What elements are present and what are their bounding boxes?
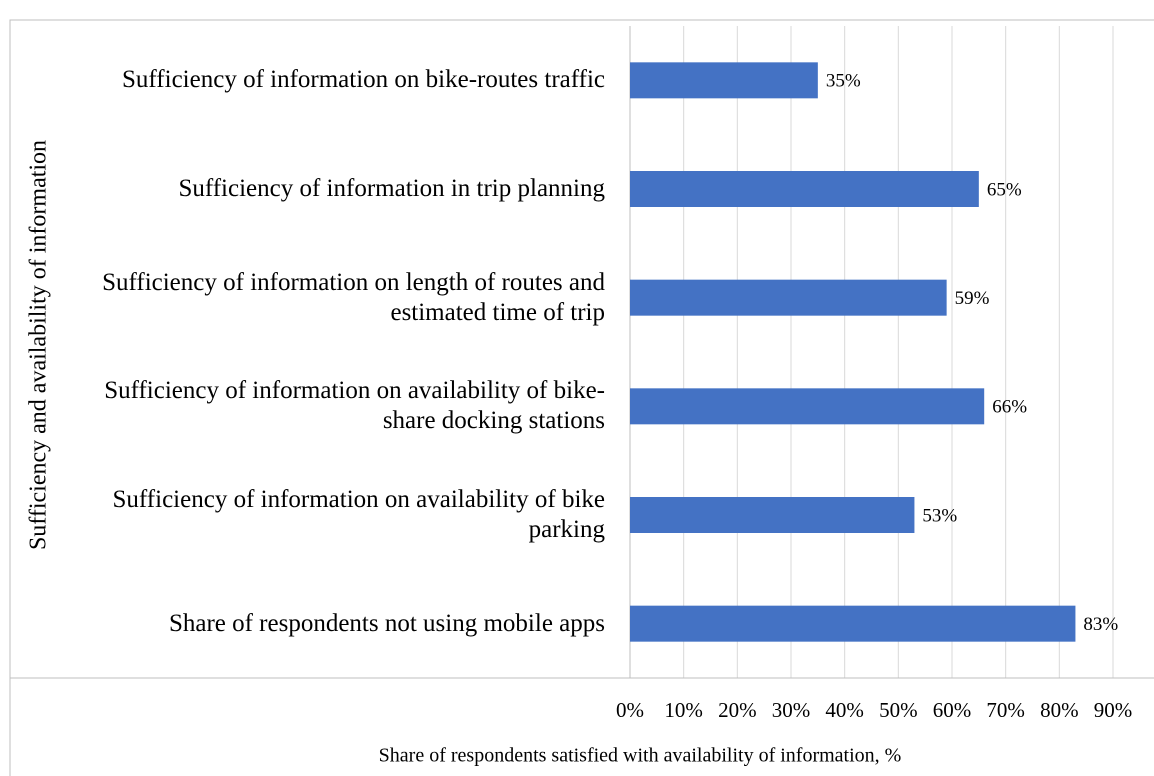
data-label: 53% [922, 505, 957, 526]
bar [630, 388, 985, 425]
category-label: Sufficiency of information in trip plann… [178, 175, 605, 202]
x-tick-label: 10% [664, 698, 703, 722]
category-label: Sufficiency of information on bike-route… [122, 66, 605, 94]
x-tick-label: 20% [718, 698, 757, 722]
bar [630, 171, 979, 207]
bar [630, 62, 818, 99]
x-tick-label: 40% [825, 698, 864, 722]
bar [630, 605, 1076, 642]
data-label: 59% [955, 288, 990, 309]
data-label: 66% [992, 397, 1027, 418]
data-label: 83% [1083, 614, 1118, 635]
x-axis-label: Share of respondents satisfied with avai… [379, 745, 902, 767]
x-tick-label: 80% [1040, 698, 1079, 722]
category-label: Sufficiency of information on length of … [102, 268, 605, 326]
category-label: Sufficiency of information on availabili… [112, 486, 605, 543]
x-tick-label: 0% [616, 698, 644, 722]
x-tick-label: 90% [1094, 698, 1133, 722]
x-tick-label: 70% [986, 698, 1025, 722]
chart-border [9, 19, 1154, 776]
bar [630, 279, 947, 316]
category-label: Share of respondents not using mobile ap… [168, 609, 605, 637]
data-label: 65% [987, 179, 1022, 200]
x-tick-label: 30% [772, 698, 811, 722]
category-label: Sufficiency of information on availabili… [104, 377, 605, 435]
x-tick-label: 60% [933, 698, 972, 722]
data-label: 35% [826, 71, 861, 92]
x-tick-label: 50% [879, 698, 918, 722]
bar [630, 497, 915, 533]
y-axis-label: Sufficiency and availability of informat… [26, 140, 52, 550]
